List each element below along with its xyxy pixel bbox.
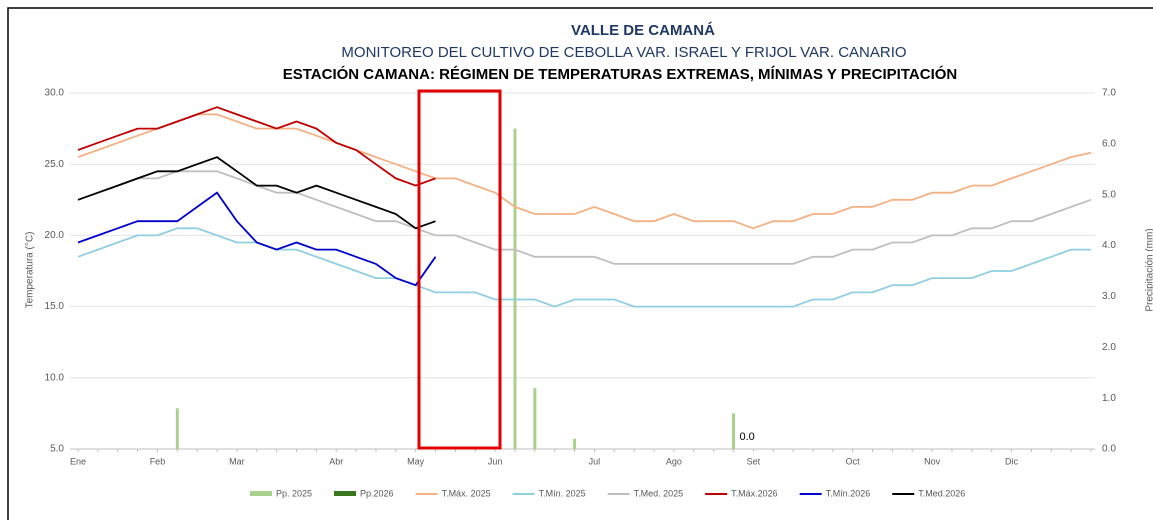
y2-tick-label: 7.0 bbox=[1102, 88, 1116, 99]
y2-tick-label: 6.0 bbox=[1102, 138, 1116, 149]
legend-label: T.Med. 2025 bbox=[634, 488, 684, 498]
legend-label: T.Med.2026 bbox=[918, 488, 965, 498]
legend-label: T.Mín.2026 bbox=[826, 488, 871, 498]
x-tick-label: Oct bbox=[846, 456, 861, 466]
legend-label: Pp.2026 bbox=[360, 488, 394, 498]
series-line bbox=[77, 191, 437, 287]
legend-label: Pp. 2025 bbox=[276, 488, 312, 498]
legend-label: T.Máx.2026 bbox=[731, 488, 778, 498]
y-tick-label: 20.0 bbox=[45, 230, 65, 241]
x-tick-label: Ene bbox=[70, 456, 86, 466]
y2-tick-label: 0.0 bbox=[1102, 444, 1116, 455]
x-tick-label: Ago bbox=[666, 456, 682, 466]
y-axis-label: Temperatura (°C) bbox=[25, 232, 36, 309]
chart-subtitle: MONITOREO DEL CULTIVO DE CEBOLLA VAR. IS… bbox=[341, 44, 906, 61]
x-tick-label: Jun bbox=[488, 456, 503, 466]
series-line bbox=[77, 113, 1092, 230]
legend-swatch bbox=[334, 491, 357, 496]
legend-label: T.Máx. 2025 bbox=[442, 488, 491, 498]
y2-tick-label: 4.0 bbox=[1102, 240, 1116, 251]
legend-swatch bbox=[250, 491, 272, 496]
x-tick-label: Mar bbox=[229, 456, 245, 466]
x-tick-label: May bbox=[407, 456, 425, 466]
y-tick-label: 10.0 bbox=[45, 372, 65, 383]
y-tick-label: 25.0 bbox=[45, 159, 65, 170]
legend-item: Pp. 2025 bbox=[250, 488, 312, 498]
y2-axis-label: Precipitación (mm) bbox=[1145, 228, 1153, 311]
x-tick-label: Feb bbox=[150, 456, 166, 466]
series-line bbox=[77, 227, 1091, 308]
y-tick-label: 15.0 bbox=[45, 301, 65, 312]
series-line bbox=[77, 106, 436, 187]
y2-tick-label: 1.0 bbox=[1102, 393, 1116, 404]
x-tick-label: Dic bbox=[1005, 456, 1018, 466]
bar bbox=[533, 387, 537, 449]
legend-item: T.Máx. 2025 bbox=[415, 488, 491, 498]
legend-item: T.Mín. 2025 bbox=[512, 488, 586, 498]
y-tick-label: 5.0 bbox=[50, 444, 64, 455]
x-tick-label: Jul bbox=[589, 456, 601, 466]
bar bbox=[513, 128, 517, 449]
legend-item: T.Máx.2026 bbox=[705, 488, 778, 498]
series-line bbox=[77, 170, 1092, 265]
x-tick-label: Abr bbox=[329, 456, 343, 466]
bar bbox=[573, 438, 577, 449]
legend-item: T.Med. 2025 bbox=[607, 488, 684, 498]
highlight-box bbox=[417, 89, 502, 450]
y2-tick-label: 2.0 bbox=[1102, 342, 1116, 353]
legend-item: T.Med.2026 bbox=[892, 488, 965, 498]
data-label: 0.0 bbox=[739, 431, 754, 443]
series-line bbox=[77, 156, 436, 230]
y2-tick-label: 5.0 bbox=[1102, 189, 1116, 200]
chart-subtitle: ESTACIÓN CAMANA: RÉGIMEN DE TEMPERATURAS… bbox=[283, 65, 957, 83]
x-tick-label: Nov bbox=[924, 456, 941, 466]
legend-item: T.Mín.2026 bbox=[799, 488, 871, 498]
chart-title: VALLE DE CAMANÁ bbox=[571, 22, 715, 39]
bar bbox=[175, 408, 179, 449]
plot-area: 5.0 10.0 15.0 20.0 25.0 30.0 0.0 1.0 2.0 3.0 4.0 5.… bbox=[45, 88, 1117, 467]
y2-tick-label: 3.0 bbox=[1102, 291, 1116, 302]
legend-label: T.Mín. 2025 bbox=[539, 488, 586, 498]
bar bbox=[731, 413, 735, 449]
frame bbox=[7, 7, 1153, 520]
y-tick-label: 30.0 bbox=[45, 88, 65, 99]
x-tick-label: Set bbox=[747, 456, 761, 466]
legend-item: Pp.2026 bbox=[334, 488, 394, 498]
